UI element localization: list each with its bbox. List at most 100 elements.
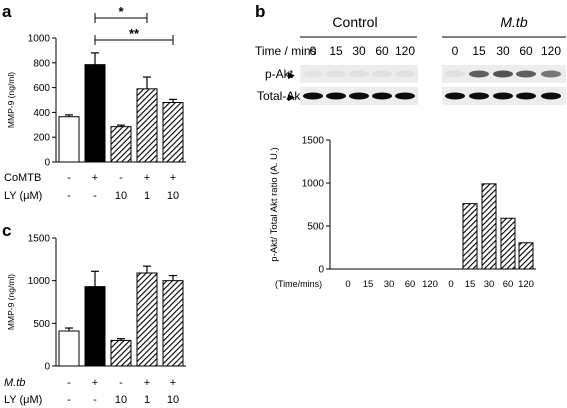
panel-a-chart: 0 200 400 600 800 1000 MMP-9 (ng/ml) CoMTB - + - + +… bbox=[4, 4, 186, 202]
bar bbox=[162, 101, 184, 163]
bar bbox=[162, 280, 184, 367]
bar bbox=[518, 242, 534, 270]
bar bbox=[84, 286, 106, 367]
blot-band bbox=[469, 92, 489, 100]
blot-row-label: Total-Akt bbox=[257, 89, 304, 103]
condition-value: - bbox=[67, 190, 71, 202]
panel-c-letter: c bbox=[2, 221, 11, 240]
condition-value: - bbox=[67, 172, 71, 184]
blot-band bbox=[326, 70, 346, 78]
blot-group-label: M.tb bbox=[500, 14, 527, 30]
condition-value: + bbox=[170, 377, 176, 389]
condition-value: - bbox=[93, 394, 97, 406]
x-axis-label: (Time/mins) bbox=[275, 279, 322, 289]
y-tick-label: 800 bbox=[33, 58, 50, 69]
blot-band bbox=[303, 70, 323, 78]
blot-band bbox=[493, 92, 513, 100]
condition-value: 10 bbox=[167, 394, 179, 406]
y-tick-label: 200 bbox=[33, 133, 50, 144]
blot-band bbox=[445, 92, 465, 100]
condition-value: + bbox=[170, 172, 176, 184]
blot-band bbox=[349, 70, 369, 78]
blot-band bbox=[469, 70, 489, 78]
y-tick-label: 600 bbox=[33, 83, 50, 94]
bar bbox=[58, 330, 80, 367]
blot-band bbox=[349, 92, 369, 100]
significance-label: ** bbox=[129, 26, 140, 41]
condition-value: + bbox=[144, 172, 150, 184]
condition-value: + bbox=[144, 377, 150, 389]
blot-marker: ▶ bbox=[288, 70, 295, 80]
panel-c-chart: 0 500 1000 1500 MMP-9 (ng/ml) M.tb - + - + + LY (μM… bbox=[4, 234, 186, 406]
blot-time-value: 60 bbox=[375, 44, 389, 58]
blot-band bbox=[493, 70, 513, 78]
blot-band bbox=[541, 92, 561, 100]
blot-time-value: 120 bbox=[395, 44, 415, 58]
y-tick-label: 0 bbox=[44, 158, 50, 169]
blot-row-label: p-Akt bbox=[265, 67, 294, 81]
x-tick-label: 30 bbox=[484, 279, 495, 290]
x-tick-label: 15 bbox=[465, 279, 476, 290]
bar bbox=[84, 64, 106, 163]
bar bbox=[481, 183, 497, 270]
condition-value: - bbox=[67, 377, 71, 389]
x-tick-label: 60 bbox=[405, 279, 416, 290]
blot-time-value: 30 bbox=[352, 44, 366, 58]
condition-label: CoMTB bbox=[4, 172, 41, 184]
blot-time-value: 0 bbox=[452, 44, 459, 58]
y-tick-label: 1500 bbox=[302, 136, 325, 147]
panel-a-letter: a bbox=[2, 2, 12, 21]
condition-value: - bbox=[93, 190, 97, 202]
condition-label: LY (μM) bbox=[4, 394, 42, 406]
blot-time-value: 15 bbox=[472, 44, 486, 58]
blot-band bbox=[372, 92, 392, 100]
x-tick-label: 60 bbox=[503, 279, 514, 290]
y-tick-label: 1500 bbox=[28, 234, 51, 245]
blot-band bbox=[326, 92, 346, 100]
condition-value: - bbox=[119, 377, 123, 389]
blot-band bbox=[395, 70, 415, 78]
x-tick-label: 30 bbox=[384, 279, 395, 290]
y-axis-label: MMP-9 (ng/ml) bbox=[6, 274, 16, 330]
y-tick-label: 0 bbox=[44, 362, 50, 373]
y-tick-label: 500 bbox=[33, 319, 50, 330]
y-tick-label: 500 bbox=[307, 222, 324, 233]
blot-band bbox=[516, 70, 536, 78]
bar bbox=[136, 272, 158, 367]
condition-value: + bbox=[92, 172, 98, 184]
y-axis-label: MMP-9 (ng/ml) bbox=[6, 72, 16, 128]
significance-label: * bbox=[118, 4, 124, 19]
condition-label: M.tb bbox=[4, 377, 25, 389]
y-tick-label: 1000 bbox=[28, 34, 51, 45]
blot-band bbox=[516, 92, 536, 100]
condition-value: 10 bbox=[115, 394, 127, 406]
blot-band bbox=[303, 92, 323, 100]
bar bbox=[110, 339, 132, 367]
bar bbox=[136, 88, 158, 163]
bar bbox=[500, 217, 516, 270]
y-tick-label: 1000 bbox=[28, 276, 51, 287]
condition-value: - bbox=[67, 394, 71, 406]
bar bbox=[462, 203, 478, 270]
x-tick-label: 120 bbox=[518, 279, 534, 290]
x-tick-label: 15 bbox=[363, 279, 374, 290]
x-tick-label: 0 bbox=[345, 279, 350, 290]
blot-membrane bbox=[300, 65, 418, 83]
condition-value: + bbox=[92, 377, 98, 389]
bar bbox=[110, 126, 132, 163]
y-axis-label: p-Akt/ Total Akt ratio (A. U.) bbox=[269, 147, 280, 261]
condition-value: 1 bbox=[144, 394, 150, 406]
blot-time-value: 30 bbox=[496, 44, 510, 58]
x-tick-label: 0 bbox=[448, 279, 453, 290]
condition-value: - bbox=[119, 172, 123, 184]
x-tick-label: 120 bbox=[422, 279, 438, 290]
blot-time-value: 120 bbox=[541, 44, 561, 58]
blot-time-label: Time / mins bbox=[255, 44, 317, 58]
blot-time-value: 60 bbox=[519, 44, 533, 58]
y-tick-label: 0 bbox=[318, 265, 324, 276]
condition-value: 10 bbox=[115, 190, 127, 202]
y-tick-label: 1000 bbox=[302, 179, 325, 190]
y-tick-label: 400 bbox=[33, 108, 50, 119]
